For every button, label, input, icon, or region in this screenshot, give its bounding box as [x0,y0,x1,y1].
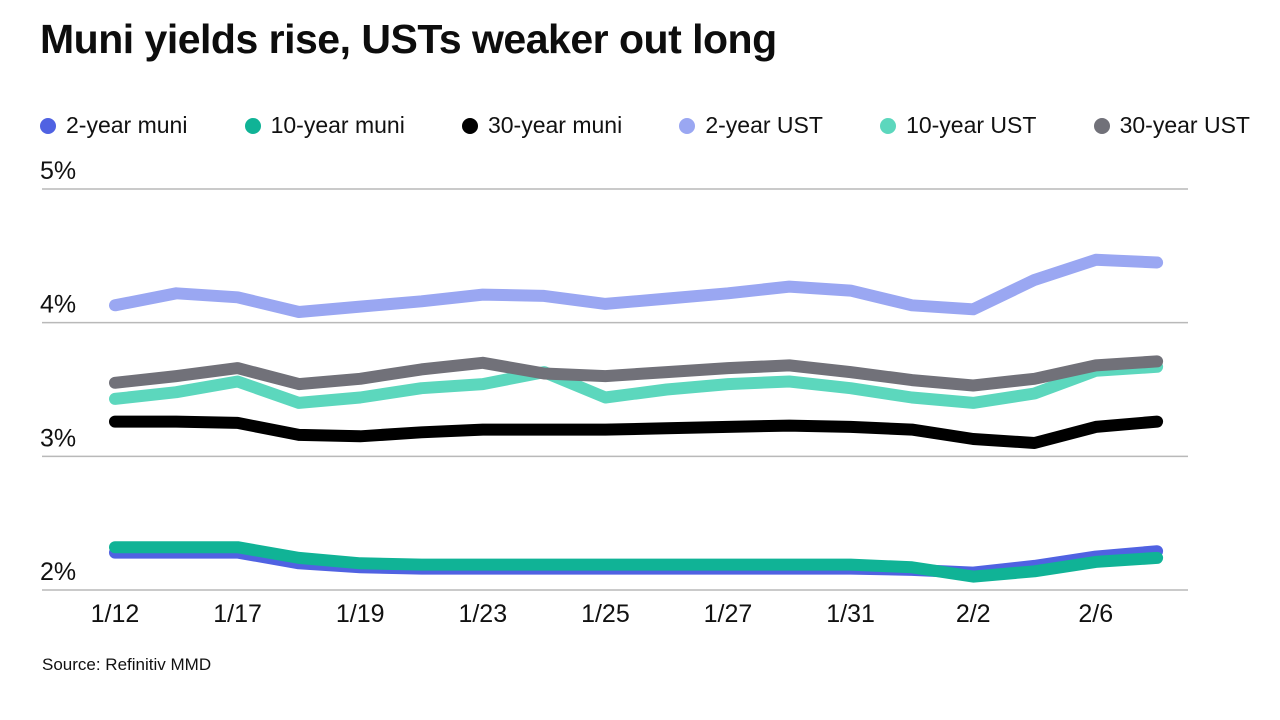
x-axis-label: 1/27 [704,600,753,628]
y-axis-label: 5% [40,157,76,185]
x-axis-label: 2/6 [1078,600,1113,628]
series-line-10-year-muni [109,541,1164,583]
x-axis-label: 1/17 [213,600,262,628]
legend-label: 30-year UST [1119,112,1250,138]
legend-dot-10-year-muni [244,117,261,134]
legend-label: 10-year UST [906,112,1037,138]
x-axis-label: 2/2 [956,600,991,628]
legend-dot-30-year-ust [1093,117,1110,134]
y-axis-label: 2% [40,558,76,586]
series-line-10-year-ust [109,360,1164,409]
x-axis-label: 1/19 [336,600,385,628]
legend-label: 2-year muni [66,112,188,138]
legend-item-2-year-muni: 2-year muni [40,112,187,139]
legend-label: 30-year muni [487,112,623,138]
legend: 2-year muni 10-year muni 30-year muni 2-yea… [40,112,1250,139]
x-axis-label: 1/25 [581,600,630,628]
legend-label: 10-year muni [270,112,405,138]
legend-item-10-year-ust: 10-year UST [880,112,1036,139]
legend-item-10-year-muni: 10-year muni [244,112,405,139]
x-axis-label: 1/31 [826,600,875,628]
source-note: Source: Refinitiv MMD [42,655,212,674]
legend-item-30-year-ust: 30-year UST [1093,112,1250,139]
series-line-30-year-muni [109,415,1164,449]
legend-item-30-year-muni: 30-year muni [461,112,623,139]
series-line-30-year-ust [109,355,1164,392]
y-axis-label: 4% [40,291,76,319]
legend-item-2-year-ust: 2-year UST [679,112,823,139]
x-axis-label: 1/12 [91,600,140,628]
legend-dot-2-year-ust [679,117,696,134]
series-line-2-year-ust [109,253,1164,318]
legend-dot-10-year-ust [880,117,897,134]
legend-dot-30-year-muni [461,117,478,134]
legend-label: 2-year UST [705,112,823,138]
chart-title: Muni yields rise, USTs weaker out long [40,16,777,62]
x-axis-label: 1/23 [458,600,507,628]
y-axis-label: 3% [40,424,76,452]
legend-dot-2-year-muni [40,117,56,134]
